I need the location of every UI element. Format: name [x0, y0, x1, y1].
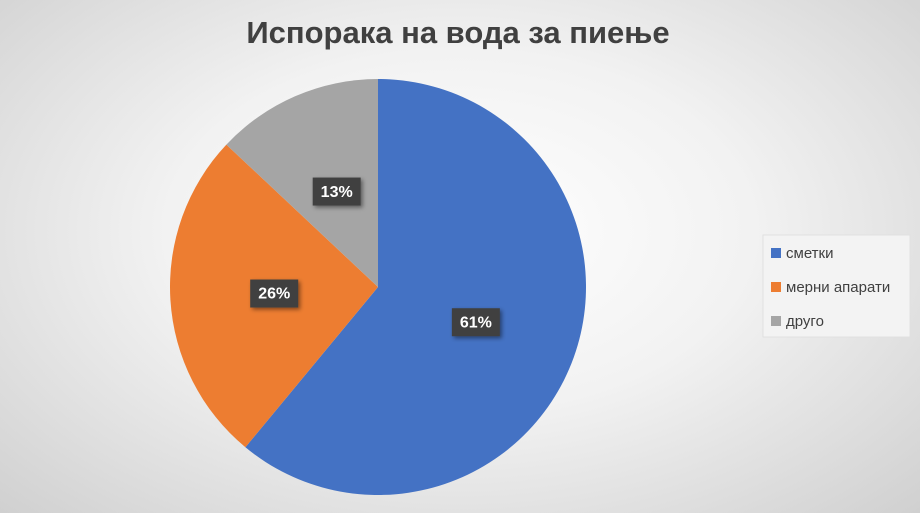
pie-slice	[245, 79, 587, 495]
pie-slice	[226, 79, 378, 287]
legend-label: сметки	[786, 245, 833, 262]
legend-swatch	[771, 282, 781, 292]
legend-label: мерни апарати	[786, 279, 890, 296]
data-label: 26%	[258, 286, 290, 303]
legend-box	[762, 234, 911, 338]
data-label-box	[451, 308, 500, 337]
data-label: 61%	[460, 314, 492, 331]
data-label-box	[250, 279, 299, 308]
legend-swatch	[771, 316, 781, 326]
legend-swatch	[771, 248, 781, 258]
data-label-box	[312, 177, 361, 206]
legend-label: друго	[786, 313, 824, 330]
chart-title: Испорака на вода за пиење	[246, 15, 669, 50]
data-label: 13%	[321, 184, 353, 201]
